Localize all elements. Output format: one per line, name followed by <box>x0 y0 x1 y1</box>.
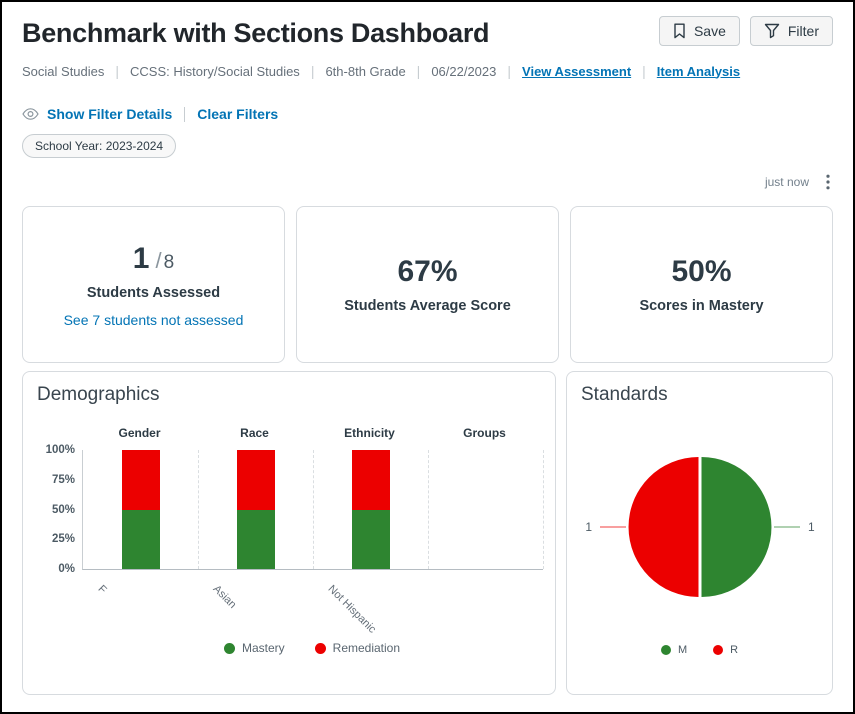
legend-label: Mastery <box>241 641 285 655</box>
legend-label: M <box>677 644 688 656</box>
funnel-icon <box>764 23 780 39</box>
school-year-chip: School Year: 2023-2024 <box>22 134 177 158</box>
legend-item-m[interactable]: M <box>660 644 688 656</box>
stat-separator: / <box>155 247 162 273</box>
kebab-menu-button[interactable] <box>823 174 833 190</box>
legend-dot <box>314 642 326 654</box>
save-button[interactable]: Save <box>658 16 740 46</box>
breadcrumb: Social Studies | CCSS: History/Social St… <box>22 62 833 80</box>
filter-button-label: Filter <box>787 23 819 39</box>
gridline <box>543 450 544 569</box>
scores-in-mastery-value: 50% <box>671 255 731 289</box>
breadcrumb-item-date: 06/22/2023 <box>431 63 497 79</box>
stat-label: Scores in Mastery <box>639 298 764 314</box>
breadcrumb-separator: | <box>416 63 421 79</box>
stat-card-scores-in-mastery: 50% Scores in Mastery <box>570 206 833 363</box>
plot-area <box>82 450 544 570</box>
charts-row: Demographics Gender Race Ethnicity Groups 10… <box>22 371 833 695</box>
breadcrumb-item-standard-set: CCSS: History/Social Studies <box>130 63 300 79</box>
pie-slice-m[interactable] <box>701 457 772 597</box>
page-title: Benchmark with Sections Dashboard <box>22 18 490 48</box>
legend-dot <box>223 642 235 654</box>
refresh-meta-row: just now <box>22 174 833 190</box>
stats-row: 1 / 8 Students Assessed See 7 students n… <box>22 206 833 363</box>
bar-segment-remediation[interactable] <box>351 450 390 510</box>
pie-data-label: 1 <box>585 520 592 534</box>
stat-value: 50% <box>671 255 732 288</box>
legend-label: Remediation <box>332 641 401 655</box>
breadcrumb-separator: | <box>642 63 646 79</box>
y-axis-tick-label: 0% <box>58 563 75 575</box>
toolbar: Save Filter <box>658 16 833 46</box>
bar-group-header: Groups <box>463 426 506 440</box>
standards-title: Standards <box>581 384 668 405</box>
stat-label: Students Average Score <box>344 298 511 314</box>
legend-item-r[interactable]: R <box>713 644 738 656</box>
eye-icon <box>22 108 39 120</box>
students-assessed-value: 1 / 8 <box>133 242 174 276</box>
bar-segment-mastery[interactable] <box>351 509 390 569</box>
header: Benchmark with Sections Dashboard Save F… <box>22 16 833 50</box>
x-axis-label: Asian <box>210 583 238 611</box>
stat-total: 8 <box>163 251 175 273</box>
y-axis-tick-label: 25% <box>51 533 75 546</box>
demographics-chart: Gender Race Ethnicity Groups 100% 75% 50% 25% 0%… <box>37 408 544 670</box>
x-axis-label: Not Hispanic <box>325 583 378 636</box>
legend-dot <box>660 645 671 655</box>
pie-data-label: 1 <box>808 520 815 534</box>
average-score-value: 67% <box>397 255 457 289</box>
stat-value: 1 <box>132 241 150 275</box>
legend-label: R <box>730 644 739 656</box>
gridline <box>198 450 199 569</box>
bar-group-header: Gender <box>118 426 161 440</box>
legend-dot <box>713 645 724 655</box>
demographics-card: Demographics Gender Race Ethnicity Groups 10… <box>22 371 556 695</box>
stat-card-average-score: 67% Students Average Score <box>296 206 559 363</box>
stat-label: Students Assessed <box>86 284 221 301</box>
bar-segment-mastery[interactable] <box>121 509 160 569</box>
gridline <box>428 450 429 569</box>
bar-chart-legend: Mastery Remediation <box>82 641 542 655</box>
bar-group-header: Ethnicity <box>344 426 395 440</box>
clear-filters-link[interactable]: Clear Filters <box>197 106 279 122</box>
bookmark-icon <box>673 23 686 39</box>
bar-segment-mastery[interactable] <box>236 509 275 569</box>
bar-segment-remediation[interactable] <box>121 450 160 510</box>
divider <box>184 106 186 122</box>
filter-button[interactable]: Filter <box>749 16 833 46</box>
pie-slice-r[interactable] <box>628 457 699 597</box>
demographics-title: Demographics <box>37 384 160 405</box>
stat-card-students-assessed: 1 / 8 Students Assessed See 7 students n… <box>22 206 285 363</box>
y-axis-tick-label: 100% <box>45 444 75 456</box>
bar-group-header: Race <box>240 426 269 440</box>
stat-value: 67% <box>397 255 458 288</box>
gridline <box>313 450 314 569</box>
breadcrumb-item-subject: Social Studies <box>22 63 105 79</box>
active-filters: School Year: 2023-2024 <box>22 134 833 158</box>
students-not-assessed-link[interactable]: See 7 students not assessed <box>63 311 244 328</box>
save-button-label: Save <box>693 23 726 39</box>
breadcrumb-separator: | <box>310 63 315 79</box>
show-filter-details-link[interactable]: Show Filter Details <box>47 106 173 122</box>
breadcrumb-separator: | <box>507 63 512 79</box>
kebab-icon <box>826 174 830 190</box>
view-assessment-link[interactable]: View Assessment <box>522 63 632 79</box>
legend-item-mastery[interactable]: Mastery <box>223 641 285 655</box>
pie-svg: 11 <box>585 457 815 597</box>
bar-segment-remediation[interactable] <box>236 450 275 510</box>
legend-item-remediation[interactable]: Remediation <box>314 641 401 655</box>
y-axis-tick-label: 50% <box>51 503 75 516</box>
x-axis-label: F <box>95 583 109 597</box>
breadcrumb-item-grade: 6th-8th Grade <box>325 63 406 79</box>
filter-links-row: Show Filter Details Clear Filters <box>22 106 833 122</box>
item-analysis-link[interactable]: Item Analysis <box>656 63 741 79</box>
breadcrumb-separator: | <box>115 63 120 79</box>
updated-timestamp: just now <box>764 175 809 189</box>
y-axis-tick-label: 75% <box>51 473 75 486</box>
